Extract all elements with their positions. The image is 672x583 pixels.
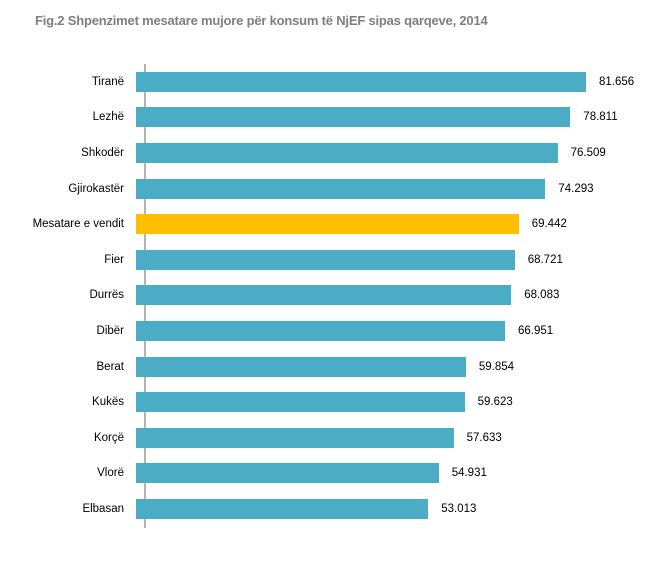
bar-row: Tiranë 81.656: [0, 64, 672, 100]
value-label: 69.442: [531, 218, 567, 231]
category-label: Gjirokastër: [68, 182, 124, 195]
bar: [136, 498, 429, 519]
bar: [136, 285, 512, 306]
category-label: Mesatare e vendit: [32, 218, 124, 231]
bar-row: Durrës 68.083: [0, 278, 672, 314]
bar: [136, 320, 505, 341]
bar-track: 78.811: [136, 100, 672, 136]
value-label: 54.931: [451, 467, 487, 480]
bar-track: 53.013: [136, 491, 672, 527]
category-label: Elbasan: [82, 502, 124, 515]
bar-row: Kukës 59.623: [0, 384, 672, 420]
bar-track: 57.633: [136, 420, 672, 456]
bar: [136, 178, 546, 199]
bar-row: Berat 59.854: [0, 349, 672, 385]
bar-track: 74.293: [136, 171, 672, 207]
bar-row: Lezhë 78.811: [0, 100, 672, 136]
bar: [136, 392, 465, 413]
category-label: Korçë: [93, 431, 124, 444]
value-label: 59.623: [477, 396, 513, 409]
bar-track: 76.509: [136, 135, 672, 171]
bar: [136, 71, 586, 92]
bar: [136, 427, 454, 448]
category-label: Tiranë: [91, 75, 124, 88]
category-label: Durrës: [89, 289, 124, 302]
bar-track: 59.623: [136, 384, 672, 420]
bar-track: 69.442: [136, 206, 672, 242]
bar-row: Gjirokastër 74.293: [0, 171, 672, 207]
bar-track: 68.083: [136, 278, 672, 314]
value-label: 78.811: [583, 111, 618, 124]
chart-title: Fig.2 Shpenzimet mesatare mujore për kon…: [35, 13, 488, 28]
bar: [136, 463, 439, 484]
value-label: 59.854: [478, 360, 515, 373]
bar: [136, 356, 466, 377]
bar: [136, 214, 519, 235]
bar-track: 59.854: [136, 349, 672, 385]
bar-row: Mesatare e vendit 69.442: [0, 206, 672, 242]
bar: [136, 249, 515, 270]
bar-track: 68.721: [136, 242, 672, 278]
category-label: Kukës: [92, 396, 124, 409]
bar: [136, 142, 558, 163]
category-label: Dibër: [96, 324, 124, 337]
bar-rows: Tiranë 81.656 Lezhë 78.811 Shkodër 76.50…: [0, 64, 672, 527]
value-label: 66.951: [518, 324, 554, 337]
bar-row: Fier 68.721: [0, 242, 672, 278]
bar-row: Elbasan 53.013: [0, 491, 672, 527]
bar-track: 54.931: [136, 456, 672, 492]
value-label: 68.721: [527, 253, 563, 266]
bar-row: Shkodër 76.509: [0, 135, 672, 171]
value-label: 53.013: [441, 502, 477, 515]
value-label: 74.293: [558, 182, 594, 195]
bar: [136, 107, 571, 128]
bar-row: Dibër 66.951: [0, 313, 672, 349]
category-label: Berat: [96, 360, 125, 373]
category-label: Vlorë: [97, 467, 124, 480]
category-label: Lezhë: [92, 111, 124, 124]
bar-chart: Tiranë 81.656 Lezhë 78.811 Shkodër 76.50…: [0, 64, 672, 530]
category-label: Shkodër: [81, 146, 124, 159]
category-label: Fier: [104, 253, 124, 266]
bar-row: Vlorë 54.931: [0, 456, 672, 492]
bar-row: Korçë 57.633: [0, 420, 672, 456]
bar-track: 81.656: [136, 64, 672, 100]
value-label: 81.656: [599, 75, 635, 88]
value-label: 76.509: [570, 146, 606, 159]
bar-track: 66.951: [136, 313, 672, 349]
value-label: 57.633: [466, 431, 502, 444]
value-label: 68.083: [524, 289, 560, 302]
